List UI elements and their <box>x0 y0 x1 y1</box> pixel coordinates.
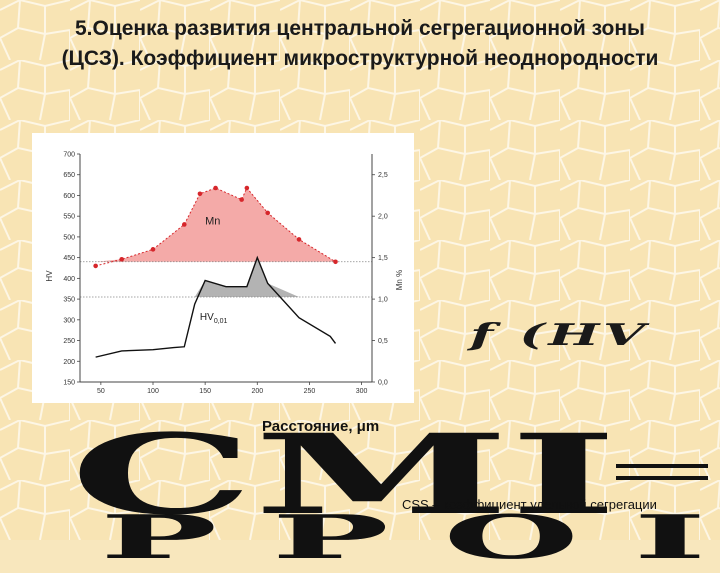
big-text: CMI <box>70 410 618 539</box>
series-label-mn: Mn <box>205 215 220 227</box>
slide-title-line1: 5.Оценка развития центральной сегрегацио… <box>74 17 645 40</box>
y-left-tick-label: 500 <box>63 234 75 241</box>
series-fill-hv <box>95 257 336 298</box>
mn-hv-chart: 150 200 250 300 350 400 450 500 550 600 650 700 0,0 0… <box>45 152 404 396</box>
data-point-mn <box>244 185 250 191</box>
data-point-mn <box>181 222 187 227</box>
x-tick-label: 100 <box>147 388 159 395</box>
y-left-tick-label: 650 <box>63 172 75 179</box>
y-left-tick-label: 600 <box>63 193 75 200</box>
x-tick-label: 250 <box>304 388 316 395</box>
y-right-tick-label: 0,0 <box>378 380 388 387</box>
y-left-axis-title: HV <box>45 270 54 282</box>
data-point-mn <box>197 191 203 197</box>
data-point-mn <box>119 256 125 262</box>
y-left-tick-label: 300 <box>63 317 75 324</box>
y-left-tick-label: 400 <box>63 276 75 283</box>
y-right-tick-label: 1,0 <box>378 297 388 304</box>
y-left-tick-label: 700 <box>63 152 75 159</box>
y-left-tick-label: 550 <box>63 214 75 221</box>
data-point-mn <box>239 197 244 202</box>
series-line-mn <box>95 187 336 267</box>
y-left-tick-label: 450 <box>63 255 75 262</box>
x-tick-label: 50 <box>97 388 105 395</box>
equals-sign-bottom <box>616 476 708 480</box>
y-right-axis-title: Mn % <box>395 270 404 290</box>
slide-title-line2: (ЦСЗ). Коэффициент микроструктурной неод… <box>61 47 659 70</box>
big-text-lower: P P O I <box>100 503 707 573</box>
x-tick-label: 300 <box>356 388 368 395</box>
y-left-tick-label: 350 <box>63 297 75 304</box>
y-right-tick-label: 2,5 <box>378 172 388 179</box>
chart-panel: 150 200 250 300 350 400 450 500 550 600 650 700 0,0 0… <box>32 133 414 403</box>
y-right-tick-label: 2,0 <box>378 214 388 221</box>
y-left-tick-label: 150 <box>63 380 75 387</box>
data-point-mn <box>265 210 271 216</box>
data-point-mn <box>93 263 98 269</box>
series-label-hv: HV0,01 <box>200 312 228 325</box>
x-tick-label: 150 <box>199 388 211 395</box>
y-left-tick-label: 200 <box>63 359 75 366</box>
y-right-tick-label: 1,5 <box>378 255 388 262</box>
series-line-hv <box>95 255 337 358</box>
y-left-tick-label: 250 <box>63 338 75 345</box>
data-point-mn <box>296 237 302 242</box>
x-axis-label: Расстояние, μm <box>262 418 380 435</box>
data-point-mn <box>213 185 218 191</box>
y-right-tick-label: 0,5 <box>378 338 388 345</box>
series-label-hv-subscript: 0,01 <box>214 318 228 325</box>
equals-sign-top <box>616 464 708 468</box>
formula-fragment: f (HV <box>470 318 649 353</box>
data-point-mn <box>333 259 338 265</box>
data-point-mn <box>150 247 156 252</box>
series-fill-mn <box>95 187 336 262</box>
slide-title: 5.Оценка развития центральной сегрегацио… <box>8 14 712 74</box>
css-caption: CSS – коэффициент удельной сегрегации <box>402 497 657 512</box>
x-tick-label: 200 <box>251 388 263 395</box>
